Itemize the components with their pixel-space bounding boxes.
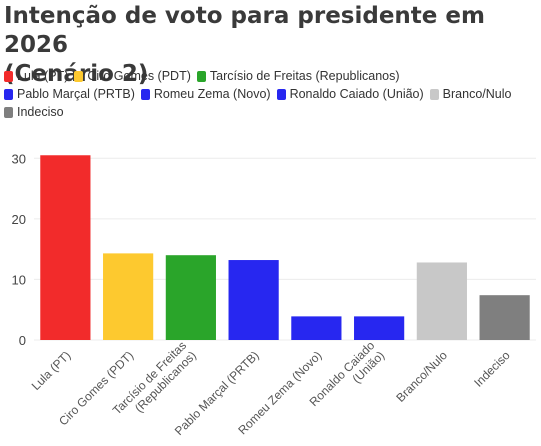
bar [479,295,530,340]
legend-item[interactable]: Romeu Zema (Novo) [140,86,271,102]
legend-swatch [4,88,13,100]
legend-swatch [4,70,13,82]
legend-item[interactable]: Pablo Marçal (PRTB) [4,86,135,102]
legend-label: Tarcísio de Freitas (Republicanos) [209,69,400,83]
y-tick-label: 10 [12,272,26,287]
x-tick-label: Ronaldo Caiado(União) [307,338,388,419]
bar [291,316,342,340]
bar [103,253,154,340]
chart-legend: Lula (PT) Ciro Gomes (PDT) Tarcísio de Fre… [4,68,536,120]
legend-swatch [74,70,84,82]
x-tick-label: Branco/Nulo [393,348,450,405]
x-tick-label: Lula (PT) [29,348,74,393]
legend-label: Ciro Gomes (PDT) [87,69,191,83]
legend-item[interactable]: Tarcísio de Freitas (Republicanos) [196,68,400,84]
legend-label: Romeu Zema (Novo) [153,87,271,101]
legend-item[interactable]: Ronaldo Caiado (União) [276,86,424,102]
legend-swatch [4,106,13,118]
legend-item[interactable]: Ciro Gomes (PDT) [74,68,191,84]
x-tick-label-line: Lula (PT) [29,348,74,393]
bar [228,260,279,340]
legend-label: Lula (PT) [17,69,69,83]
legend-swatch [196,70,206,82]
bar [416,262,467,340]
legend-item[interactable]: Lula (PT) [4,68,68,84]
bar [354,316,405,340]
x-tick-label-line: Branco/Nulo [393,348,450,405]
y-tick-label: 30 [12,151,26,166]
chart-title: Intenção de voto para presidente em 2026… [4,2,536,89]
legend-swatch [276,88,286,100]
x-tick-label: Indeciso [471,348,513,390]
bar [165,255,216,340]
chart-title-line-1: Intenção de voto para presidente em 2026 [4,3,485,58]
legend-label: Ronaldo Caiado (União) [289,87,424,101]
legend-label: Indeciso [17,105,64,119]
legend-swatch [429,88,439,100]
y-tick-label: 0 [19,333,26,348]
legend-swatch [140,88,150,100]
bar [40,155,91,340]
legend-label: Pablo Marçal (PRTB) [17,87,135,101]
legend-item[interactable]: Indeciso [4,104,64,120]
x-tick-label-line: Indeciso [471,348,513,390]
y-tick-label: 20 [12,212,26,227]
legend-item[interactable]: Branco/Nulo [429,86,512,102]
legend-label: Branco/Nulo [442,87,512,101]
